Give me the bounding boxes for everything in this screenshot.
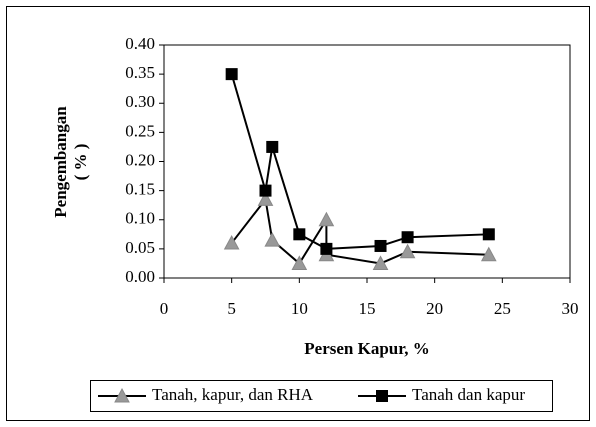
y-tick-label: 0.10 — [125, 209, 155, 228]
y-tick-label: 0.25 — [125, 121, 155, 140]
y-axis-label: Pengembangan ( % ) — [51, 106, 90, 218]
marker — [266, 140, 279, 153]
marker — [291, 255, 308, 270]
marker — [320, 242, 333, 255]
x-tick-label: 10 — [291, 299, 308, 318]
x-tick-label: 5 — [227, 299, 236, 318]
marker — [480, 246, 497, 262]
x-tick-label: 25 — [494, 299, 511, 318]
y-tick-label: 0.05 — [125, 238, 155, 257]
y-tick-label: 0.20 — [125, 150, 155, 169]
marker — [482, 228, 495, 241]
marker — [401, 231, 414, 244]
x-tick-label: 0 — [160, 299, 169, 318]
marker — [372, 255, 389, 270]
x-tick-label: 30 — [562, 299, 579, 318]
legend-box — [90, 380, 553, 412]
marker — [264, 232, 281, 247]
y-tick-label: 0.15 — [125, 180, 155, 199]
marker — [223, 234, 240, 250]
y-tick-label: 0.00 — [125, 267, 155, 286]
marker — [318, 211, 335, 227]
x-axis-label: Persen Kapur, % — [304, 339, 429, 358]
x-tick-label: 15 — [359, 299, 376, 318]
y-tick-label: 0.30 — [125, 92, 155, 111]
marker — [399, 243, 416, 259]
marker — [293, 228, 306, 241]
y-tick-label: 0.35 — [125, 63, 155, 82]
y-axis-label-line: Pengembangan — [51, 106, 70, 218]
y-tick-label: 0.40 — [125, 34, 155, 53]
marker — [259, 184, 272, 197]
marker — [114, 387, 130, 403]
marker — [225, 68, 238, 81]
chart-frame — [6, 6, 590, 421]
marker — [376, 390, 388, 402]
legend-label: Tanah, kapur, dan RHA — [152, 385, 314, 404]
legend-label: Tanah dan kapur — [412, 385, 525, 404]
marker — [374, 239, 387, 252]
marker — [257, 191, 274, 206]
y-axis-label-line: ( % ) — [71, 144, 90, 181]
x-tick-label: 20 — [426, 299, 443, 318]
